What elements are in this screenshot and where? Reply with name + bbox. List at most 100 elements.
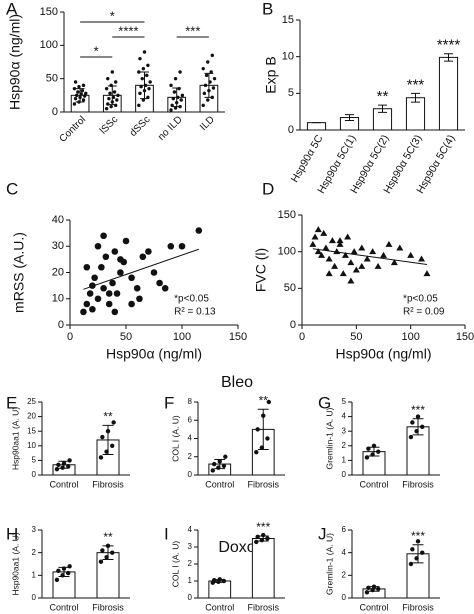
data-point — [265, 536, 270, 541]
data-point — [423, 270, 431, 277]
data-point — [128, 274, 135, 282]
data-point — [81, 83, 86, 88]
panel-label: E — [6, 393, 17, 412]
data-point — [203, 83, 208, 88]
data-point — [116, 93, 120, 98]
panel-label: A — [6, 0, 18, 18]
y-tick-label: 0 — [58, 319, 64, 331]
y-tick-label: 0 — [32, 470, 37, 479]
y-tick-label: 4 — [188, 434, 193, 443]
x-tick-label: Fibrosis — [247, 602, 279, 612]
y-tick-label: 0 — [52, 106, 58, 118]
y-axis-label: COL I (A. U) — [170, 415, 180, 462]
data-point — [201, 103, 205, 108]
x-tick-label: Fibrosis — [92, 479, 124, 489]
data-point — [145, 248, 152, 255]
y-tick-label: 0 — [290, 319, 296, 331]
error-bar — [102, 545, 114, 560]
data-point — [385, 240, 393, 247]
x-tick-label: Control — [49, 479, 78, 489]
x-tick-label: Control — [49, 602, 78, 612]
data-point — [210, 53, 215, 58]
data-point — [211, 461, 217, 467]
data-point — [211, 86, 216, 90]
data-point — [112, 90, 117, 94]
data-point — [339, 270, 347, 277]
data-point — [100, 548, 105, 553]
error-bar — [412, 418, 424, 436]
data-point — [266, 399, 272, 405]
y-axis-label: COL I (A. U) — [170, 541, 180, 588]
data-point — [177, 86, 181, 91]
data-point — [325, 270, 333, 277]
data-point — [169, 83, 173, 88]
data-point — [111, 420, 116, 425]
y-tick-label: 4 — [188, 525, 193, 534]
data-point — [86, 290, 94, 297]
data-point — [314, 248, 322, 255]
error-bar — [204, 72, 214, 98]
data-point — [171, 96, 175, 101]
data-point — [128, 300, 135, 308]
section-label: Doxo — [218, 539, 255, 556]
data-point — [369, 248, 377, 255]
significance: *** — [407, 76, 425, 93]
y-tick-label: 3 — [32, 525, 37, 534]
data-point — [83, 300, 91, 308]
y-tick-label: 10 — [282, 51, 294, 63]
y-tick-label: 2 — [188, 452, 193, 461]
data-point — [210, 468, 215, 473]
data-point — [255, 534, 260, 539]
y-tick-label: 10 — [27, 441, 36, 450]
data-point — [56, 462, 61, 467]
y-axis-label: Hsp90aa1 (A. U) — [10, 407, 20, 470]
data-point — [350, 248, 358, 255]
data-point — [347, 277, 355, 284]
data-point — [420, 550, 425, 555]
x-tick-label: 150 — [456, 331, 474, 343]
data-point — [133, 284, 141, 292]
significance: **** — [437, 37, 461, 54]
section-label: Bleo — [221, 374, 253, 391]
data-point — [408, 561, 414, 567]
data-point — [80, 88, 85, 93]
panel-label: B — [262, 0, 273, 18]
data-point — [114, 80, 118, 84]
significance: *** — [411, 529, 425, 543]
data-point — [336, 237, 344, 244]
data-point — [67, 458, 72, 463]
data-point — [139, 253, 147, 261]
significance: ** — [103, 530, 113, 544]
data-point — [100, 284, 107, 292]
data-point — [139, 84, 143, 89]
data-point — [105, 300, 113, 308]
data-point — [98, 455, 104, 460]
significance: *** — [185, 23, 200, 38]
y-tick-label: 150 — [278, 209, 296, 221]
data-point — [110, 443, 115, 448]
panel-label: D — [262, 179, 274, 198]
error-bar — [443, 53, 454, 62]
x-tick-label: Fibrosis — [247, 479, 279, 489]
data-point — [104, 106, 109, 111]
x-tick-label: dSSc — [128, 114, 153, 139]
y-axis-label: Gremlin-1 (A. U) — [324, 407, 334, 469]
error-bar — [107, 85, 117, 106]
annotation: R² = 0.13 — [174, 307, 216, 318]
error-bar — [257, 535, 269, 542]
y-tick-label: 1 — [342, 456, 347, 465]
data-point — [206, 98, 210, 102]
data-point — [83, 263, 91, 271]
data-point — [100, 232, 107, 240]
error-bar — [214, 458, 226, 470]
data-point — [117, 269, 124, 276]
y-tick-label: 25 — [27, 397, 36, 406]
x-tick-label: lSSc — [98, 114, 120, 136]
x-axis-label: Hsp90α (ng/ml) — [106, 346, 202, 362]
y-tick-label: 0 — [342, 470, 347, 479]
x-tick-label: Fibrosis — [402, 479, 434, 489]
y-tick-label: 0 — [342, 593, 347, 602]
y-axis-label: Hsp90α (ng/ml) — [7, 14, 23, 110]
x-tick-label: 50 — [120, 331, 132, 343]
data-point — [396, 244, 404, 251]
